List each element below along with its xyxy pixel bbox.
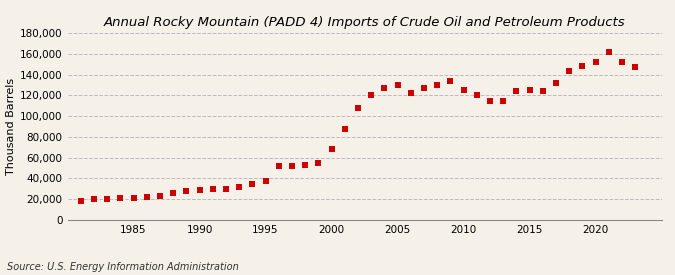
Point	[418, 86, 429, 90]
Point	[260, 178, 271, 183]
Point	[141, 195, 152, 199]
Text: Source: U.S. Energy Information Administration: Source: U.S. Energy Information Administ…	[7, 262, 238, 272]
Point	[551, 81, 562, 85]
Point	[630, 65, 641, 70]
Point	[432, 83, 443, 87]
Point	[286, 164, 297, 168]
Point	[366, 93, 377, 98]
Point	[577, 64, 588, 68]
Point	[221, 187, 232, 191]
Point	[194, 188, 205, 192]
Point	[603, 50, 614, 54]
Title: Annual Rocky Mountain (PADD 4) Imports of Crude Oil and Petroleum Products: Annual Rocky Mountain (PADD 4) Imports o…	[104, 16, 625, 29]
Point	[300, 163, 310, 167]
Point	[76, 199, 86, 204]
Point	[405, 91, 416, 95]
Point	[524, 88, 535, 92]
Point	[458, 88, 469, 92]
Point	[115, 196, 126, 200]
Point	[590, 60, 601, 64]
Point	[471, 93, 482, 98]
Point	[340, 126, 350, 131]
Point	[313, 161, 324, 165]
Point	[352, 106, 363, 110]
Point	[273, 164, 284, 168]
Point	[392, 83, 403, 87]
Point	[155, 194, 165, 198]
Point	[379, 86, 389, 90]
Point	[511, 89, 522, 94]
Y-axis label: Thousand Barrels: Thousand Barrels	[6, 78, 16, 175]
Point	[616, 60, 627, 64]
Point	[537, 89, 548, 94]
Point	[128, 196, 139, 200]
Point	[234, 185, 244, 189]
Point	[247, 182, 258, 186]
Point	[102, 197, 113, 201]
Point	[207, 187, 218, 191]
Point	[564, 69, 574, 74]
Point	[485, 98, 495, 103]
Point	[181, 189, 192, 193]
Point	[88, 197, 99, 201]
Point	[445, 79, 456, 83]
Point	[497, 98, 508, 103]
Point	[326, 147, 337, 152]
Point	[167, 191, 178, 195]
